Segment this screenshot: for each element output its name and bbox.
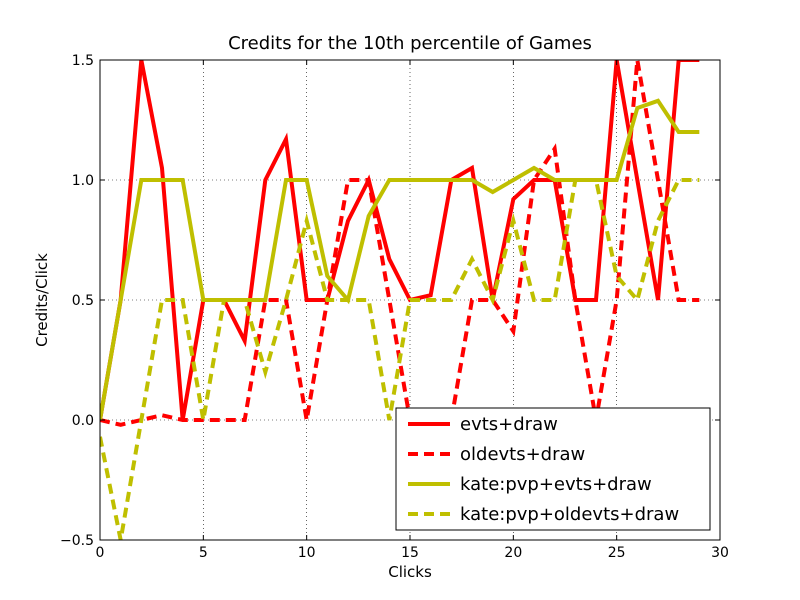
legend-label: oldevts+draw xyxy=(460,444,585,465)
legend-label: kate:pvp+oldevts+draw xyxy=(460,504,679,525)
y-tick-label: 1.0 xyxy=(72,173,94,189)
y-tick-label: 1.5 xyxy=(72,53,94,69)
x-tick-label: 25 xyxy=(608,545,626,561)
series-line-4 xyxy=(100,178,700,540)
x-tick-label: 5 xyxy=(199,545,208,561)
axis-ticks: 0 5 10 15 20 25 30 −0.5 0.0 0.5 1.0 1.5 xyxy=(60,53,729,561)
x-tick-label: 30 xyxy=(711,545,729,561)
legend: evts+draw oldevts+draw kate:pvp+evts+draw k… xyxy=(395,407,711,531)
x-tick-label: 0 xyxy=(96,545,105,561)
y-axis-label: Credits/Click xyxy=(33,253,51,347)
x-tick-label: 20 xyxy=(504,545,522,561)
x-tick-label: 15 xyxy=(401,545,419,561)
legend-label: evts+draw xyxy=(460,414,558,435)
y-tick-label: 0.0 xyxy=(72,413,94,429)
x-tick-label: 10 xyxy=(298,545,316,561)
x-axis-label: Clicks xyxy=(388,563,432,581)
series-line-1 xyxy=(100,60,700,421)
y-tick-label: 0.5 xyxy=(72,293,94,309)
legend-box xyxy=(395,407,711,531)
series-line-3 xyxy=(100,98,700,421)
legend-label: kate:pvp+evts+draw xyxy=(460,474,652,495)
chart-title: Credits for the 10th percentile of Games xyxy=(228,33,592,54)
series-lines xyxy=(100,60,700,540)
y-tick-label: −0.5 xyxy=(60,533,94,549)
